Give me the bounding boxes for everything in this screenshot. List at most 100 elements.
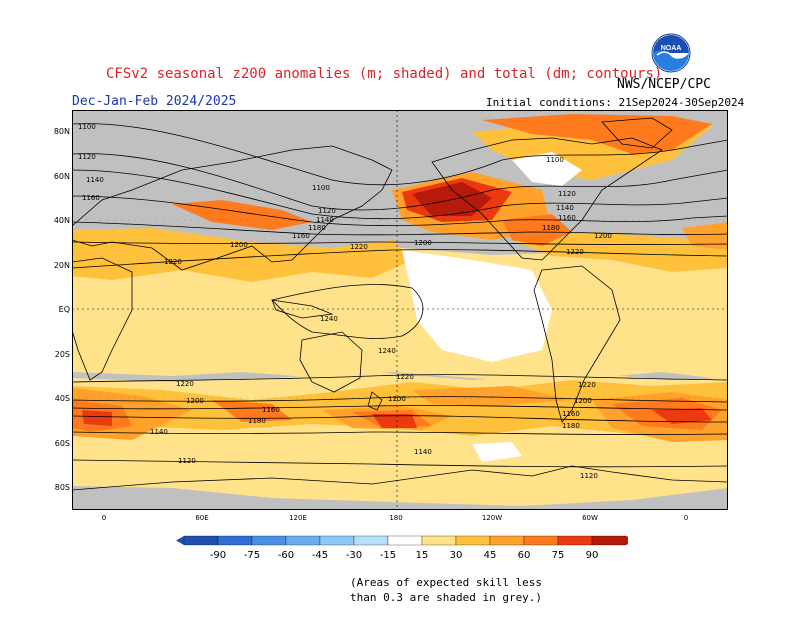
colorbar-box xyxy=(557,535,593,546)
contour-label: 1220 xyxy=(578,381,596,389)
colorbar-label: 15 xyxy=(416,550,429,560)
colorbar-box xyxy=(251,535,287,546)
contour-label: 1160 xyxy=(562,410,580,418)
lat-label: 80N xyxy=(54,127,70,136)
contour-1200-north xyxy=(72,241,728,245)
contour-1240 xyxy=(271,284,424,339)
anomaly-shading xyxy=(72,114,728,506)
contour-1180-north xyxy=(72,221,728,236)
colorbar-label: 30 xyxy=(450,550,463,560)
north-america-outline xyxy=(431,137,663,261)
contour-label: 1160 xyxy=(262,406,280,414)
coastlines xyxy=(72,117,728,491)
contour-1100 xyxy=(72,123,728,186)
shade-europe-45 xyxy=(682,222,728,250)
colorbar-arrow-right xyxy=(626,536,628,545)
africa-outline xyxy=(72,257,133,381)
colorbar-box xyxy=(591,535,627,546)
lon-label: 180 xyxy=(389,514,402,522)
lon-label: 60E xyxy=(195,514,208,522)
colorbar-arrow-left xyxy=(176,536,184,545)
contour-label: 1180 xyxy=(248,417,266,425)
contour-label: 1220 xyxy=(164,258,182,266)
contour-label: 1180 xyxy=(542,224,560,232)
contour-label: 1140 xyxy=(150,428,168,436)
shade-north-america-60 xyxy=(482,114,712,154)
colorbar-box xyxy=(387,535,423,546)
colorbar-label: -30 xyxy=(346,550,362,560)
contour-label: 1200 xyxy=(230,241,248,249)
contour-1200-south xyxy=(72,396,728,403)
new-zealand-outline xyxy=(367,391,383,411)
noaa-logo-icon: NOAA xyxy=(651,33,691,73)
contour-label: 1160 xyxy=(292,232,310,240)
contour-label: 1100 xyxy=(546,156,564,164)
lat-label: EQ xyxy=(59,305,70,314)
shade-canada-neutral xyxy=(512,152,582,186)
contour-label: 1220 xyxy=(396,373,414,381)
contour-label: 1200 xyxy=(574,397,592,405)
indonesia-outline xyxy=(271,299,334,319)
skill-note-line1: (Areas of expected skill less xyxy=(350,576,543,589)
lon-label: 0 xyxy=(684,514,688,522)
lat-label: 40N xyxy=(54,216,70,225)
colorbar-label: 60 xyxy=(518,550,531,560)
latitude-axis: 80N 60N 40N 20N EQ 20S 40S 60S 80S xyxy=(54,127,70,492)
colorbar-label: -60 xyxy=(278,550,294,560)
contour-label: 1240 xyxy=(320,315,338,323)
contour-label: 1220 xyxy=(566,248,584,256)
height-contours xyxy=(72,123,728,468)
lat-label: 40S xyxy=(55,394,70,403)
colorbar-box xyxy=(319,535,355,546)
contour-label: 1180 xyxy=(308,224,326,232)
shade-south-75 xyxy=(82,408,712,428)
contour-label: 1180 xyxy=(562,422,580,430)
contour-1160-north xyxy=(72,195,728,227)
colorbar-boxes xyxy=(176,535,628,546)
colorbar-box xyxy=(489,535,525,546)
colorbar-box xyxy=(455,535,491,546)
colorbar-box xyxy=(353,535,389,546)
contour-label: 1120 xyxy=(558,190,576,198)
colorbar-label: -75 xyxy=(244,550,260,560)
australia-outline xyxy=(299,331,363,393)
shade-pacific-neutral xyxy=(402,250,552,362)
contour-label: 1120 xyxy=(178,457,196,465)
lat-label: 60N xyxy=(54,172,70,181)
colorbar-label: -45 xyxy=(312,550,328,560)
colorbar-label: 45 xyxy=(484,550,497,560)
contour-1180-south xyxy=(72,405,728,411)
eurasia-outline xyxy=(72,145,393,271)
agency-label: NWS/NCEP/CPC xyxy=(617,77,711,92)
contour-label: 1160 xyxy=(558,214,576,222)
lon-label: 120W xyxy=(482,514,502,522)
contour-1140-north xyxy=(72,169,728,220)
map-title: CFSv2 seasonal z200 anomalies (m; shaded… xyxy=(106,66,663,82)
contour-label: 1120 xyxy=(318,207,336,215)
longitude-axis: 0 60E 120E 180 120W 60W 0 xyxy=(102,514,688,522)
antarctica-outline xyxy=(72,465,728,491)
colorbar-box xyxy=(421,535,457,546)
colorbar-labels: -90 -75 -60 -45 -30 -15 15 30 45 60 75 90 xyxy=(210,550,599,560)
contour-label: 1140 xyxy=(556,204,574,212)
contour-label: 1140 xyxy=(414,448,432,456)
shade-north-pacific-90 xyxy=(412,182,492,216)
colorbar-box xyxy=(523,535,559,546)
lat-label: 80S xyxy=(55,483,70,492)
contour-label: 1120 xyxy=(78,153,96,161)
shade-polar-antarctic-neutral xyxy=(472,442,522,462)
map-frame xyxy=(72,110,728,510)
global-map: 1100 1120 1140 1160 1100 1120 1140 1180 … xyxy=(72,110,728,510)
colorbar-label: 90 xyxy=(586,550,599,560)
contour-label: 1120 xyxy=(580,472,598,480)
contour-label: 1100 xyxy=(78,123,96,131)
shade-east-us-60 xyxy=(502,214,572,246)
contour-label: 1240 xyxy=(378,347,396,355)
colorbar-label: -15 xyxy=(380,550,396,560)
logo-text: NOAA xyxy=(661,45,682,52)
contour-1140-south xyxy=(72,431,728,435)
contour-label: 1200 xyxy=(388,395,406,403)
greenland-outline xyxy=(601,117,673,149)
contour-labels: 1100 1120 1140 1160 1100 1120 1140 1180 … xyxy=(78,123,612,480)
contour-label: 1220 xyxy=(350,243,368,251)
